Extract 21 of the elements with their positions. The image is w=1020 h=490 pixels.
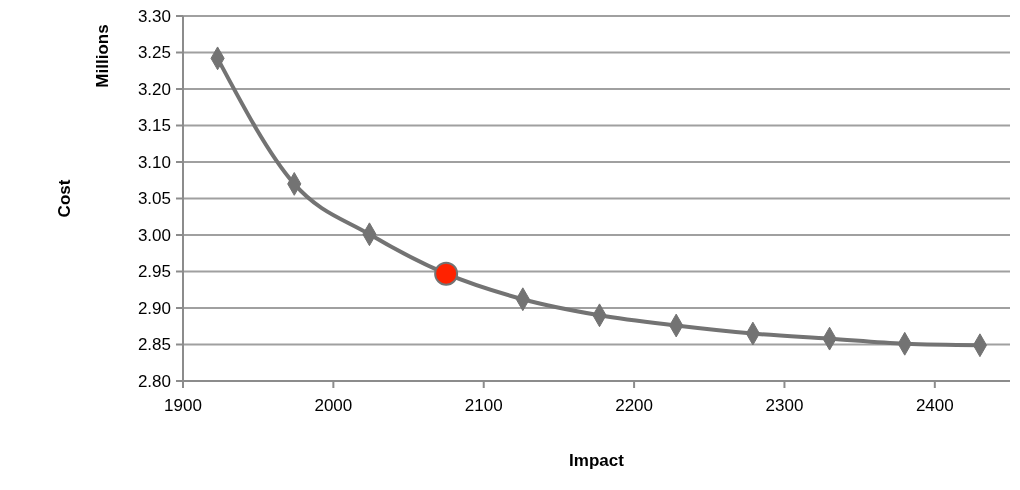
x-axis-title: Impact [569,451,625,470]
y-tick-label: 3.30 [137,6,171,26]
x-tick-label: 1900 [164,396,202,415]
y-tick-label: 3.00 [137,225,171,245]
y-tick-label: 2.80 [137,371,171,391]
point [434,261,459,286]
y-tick-label: 3.25 [137,43,171,63]
y-tick-label: 3.05 [137,189,171,209]
y-tick-label: 2.85 [137,335,171,355]
y-tick-label: 2.90 [137,298,171,318]
y-tick-label: 3.15 [137,116,171,136]
x-tick-label: 2100 [464,396,503,415]
x-tick-label: 2000 [314,396,353,415]
y-tick-label: 3.20 [137,79,171,99]
y-tick-label: 2.95 [137,262,171,282]
y-tick-label: 3.10 [137,152,171,172]
x-tick-label: 2300 [765,396,804,415]
x-tick-label: 2400 [915,396,954,415]
y-axis-title: Cost [55,179,74,218]
text: Millions [93,24,112,88]
x-tick-label: 2200 [615,396,653,415]
